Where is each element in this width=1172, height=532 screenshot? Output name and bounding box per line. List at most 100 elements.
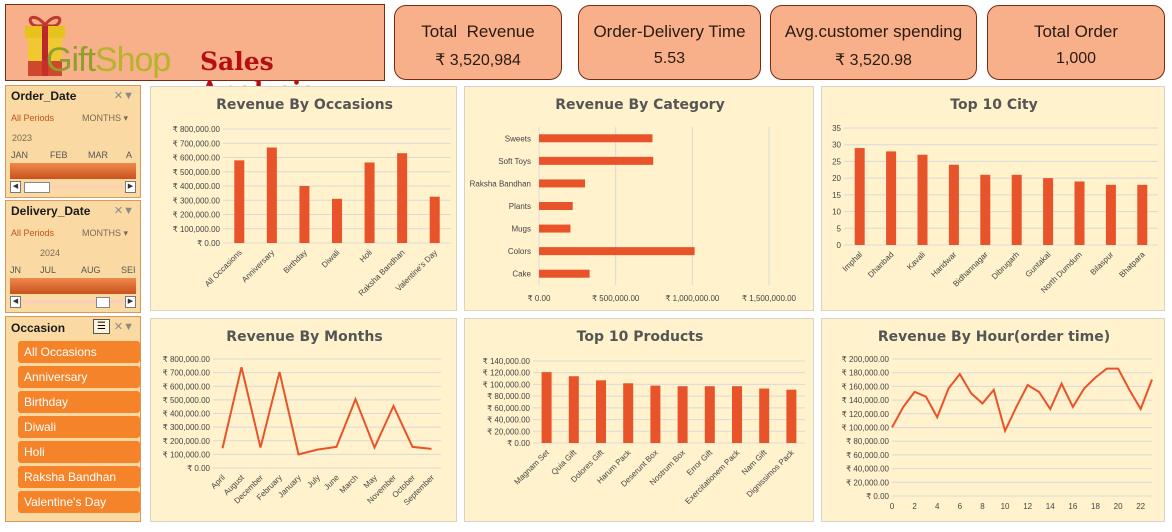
scroll-right-icon[interactable]: ▶ (125, 296, 136, 308)
timeline-month-aug: AUG (81, 265, 101, 275)
timeline-year: 2024 (40, 248, 61, 258)
bar (539, 247, 695, 256)
scroll-left-icon[interactable]: ◀ (10, 181, 21, 193)
y-tick-label: 0 (837, 241, 842, 250)
y-tick-label: ₹ 500,000.00 (163, 396, 211, 405)
x-tick-label: Kavali (905, 250, 927, 272)
chart-svg: Top 10 Products ₹ 0.00 ₹ 20,000.00 ₹ 40,000… (483, 329, 805, 506)
y-tick-label: ₹ 200,000.00 (163, 437, 211, 446)
y-tick-label: ₹ 60,000.00 (487, 404, 530, 413)
kpi-value: 5.53 (653, 50, 686, 67)
x-tick-label: 22 (1136, 502, 1145, 511)
y-tick-label: 30 (832, 141, 841, 150)
all-periods-label[interactable]: All Periods (11, 113, 55, 123)
occasion-item[interactable]: Anniversary (18, 366, 140, 388)
scroll-track[interactable] (23, 185, 123, 189)
y-tick-label: ₹ 180,000.00 (842, 369, 890, 378)
bar (1137, 184, 1148, 245)
slicer-title: Order_Date (11, 89, 77, 103)
timeline-month-jul: JUL (40, 265, 57, 275)
kpi-label: Order-Delivery Time (593, 22, 746, 41)
y-tick-label: ₹ 20,000.00 (487, 427, 530, 436)
bar (1011, 174, 1022, 245)
x-tick-label: Anniversary (240, 248, 276, 284)
y-tick-label: ₹ 100,000.00 (163, 450, 211, 459)
y-tick-label: 20 (832, 174, 841, 183)
occasion-item[interactable]: Holi (18, 441, 140, 463)
bar (917, 154, 928, 245)
x-tick-label: Holi (358, 248, 374, 264)
time-level-dropdown[interactable]: MONTHS ▾ (81, 228, 128, 238)
kpi-value: ₹ 3,520.98 (835, 52, 912, 69)
chart-svg: Revenue By Months ₹ 0.00 ₹ 100,000.00 ₹ 200… (163, 329, 441, 507)
clear-filter-icon[interactable]: ✕▼ (113, 321, 134, 333)
y-tick-label: ₹ 100,000.00 (173, 225, 221, 234)
scroll-track[interactable] (23, 300, 123, 304)
y-tick-label: Soft Toys (498, 157, 531, 166)
y-tick-label: ₹ 600,000.00 (173, 154, 221, 163)
timeline-range-bar[interactable] (10, 278, 136, 294)
bar (596, 380, 606, 443)
timeline-scrollbar[interactable]: ◀ ▶ (10, 181, 136, 193)
bar (732, 386, 742, 443)
x-tick-label: Dhanbad (866, 250, 895, 279)
kpi-total-revenue: Total Revenue ₹ 3,520,984 (394, 5, 562, 80)
x-tick-label: Exercitationem Pack (683, 447, 742, 506)
x-tick-label: 20 (1114, 502, 1123, 511)
slicer-title: Occasion (11, 321, 66, 335)
chart-revenue-by-occasions: Revenue By Occasions ₹ 0.00 ₹ 100,000.00 ₹ … (150, 86, 457, 311)
x-tick-label: Bilaspur (1089, 250, 1116, 277)
scroll-right-icon[interactable]: ▶ (125, 181, 136, 193)
timeline-scrollbar[interactable]: ◀ ▶ (10, 296, 136, 308)
bar (539, 156, 654, 165)
x-tick-label: 6 (958, 502, 963, 511)
clear-filter-icon[interactable]: ✕▼ (113, 90, 134, 102)
clear-filter-icon[interactable]: ✕▼ (113, 205, 134, 217)
timeline-range-bar[interactable] (10, 163, 136, 179)
occasion-item[interactable]: Birthday (18, 391, 140, 413)
delivery-date-slicer[interactable]: Delivery_Date ✕▼ All Periods MONTHS ▾ 20… (5, 200, 141, 313)
kpi-label: Total Order (1033, 22, 1119, 41)
bar (854, 148, 865, 245)
chart-title: Top 10 Products (577, 329, 704, 345)
timeline-month-jan: JAN (11, 150, 29, 160)
y-tick-label: ₹ 800,000.00 (173, 125, 221, 134)
x-tick-label: Magnam Set (513, 448, 552, 487)
x-tick-label: July (305, 473, 321, 489)
y-tick-label: 15 (832, 191, 841, 200)
y-tick-label: ₹ 60,000.00 (846, 451, 889, 460)
occasion-slicer[interactable]: Occasion ☰ ✕▼ All Occasions Anniversary … (5, 316, 141, 522)
x-tick-label: All Occasions (203, 248, 244, 289)
occasion-item[interactable]: Raksha Bandhan (18, 466, 140, 488)
occasion-item[interactable]: Diwali (18, 416, 140, 438)
y-tick-label: ₹ 0.00 (187, 464, 210, 473)
logo-wordmark: GiftShop (46, 41, 171, 79)
scroll-thumb[interactable] (24, 182, 50, 193)
chart-svg: Top 10 City 0 5 10 15 20 25 30 35 Imphal Dhanbad Ka… (832, 97, 1158, 295)
occasion-item[interactable]: All Occasions (18, 341, 140, 363)
bar (539, 134, 653, 143)
time-level-dropdown[interactable]: MONTHS ▾ (81, 113, 128, 123)
x-tick-label: ₹ 1,500,000.00 (742, 294, 797, 303)
x-tick-label: Dibrugarh (990, 250, 1021, 281)
bar (1105, 184, 1116, 245)
bar (650, 385, 661, 443)
y-tick-label: ₹ 200,000.00 (173, 211, 221, 220)
all-periods-label[interactable]: All Periods (11, 228, 55, 238)
x-tick-label: Diwali (320, 248, 342, 270)
order-date-slicer[interactable]: Order_Date ✕▼ All Periods MONTHS ▾ 2023 … (5, 85, 141, 198)
bar (541, 372, 552, 443)
chart-svg: Revenue By Category ₹ 0.00 ₹ 500,000.00 ₹ 1… (470, 97, 797, 303)
gift-box-icon (25, 15, 65, 76)
y-tick-label: Colors (508, 247, 531, 256)
scroll-left-icon[interactable]: ◀ (10, 296, 21, 308)
chart-title: Top 10 City (950, 97, 1037, 113)
bar (623, 383, 634, 443)
y-tick-label: ₹ 200,000.00 (842, 355, 890, 364)
bar (704, 386, 715, 443)
timeline-month-sep: SEI (121, 265, 136, 275)
multi-select-icon[interactable]: ☰ (93, 319, 110, 334)
bar (299, 186, 310, 243)
scroll-thumb[interactable] (96, 297, 110, 308)
occasion-item[interactable]: Valentine's Day (18, 491, 140, 513)
